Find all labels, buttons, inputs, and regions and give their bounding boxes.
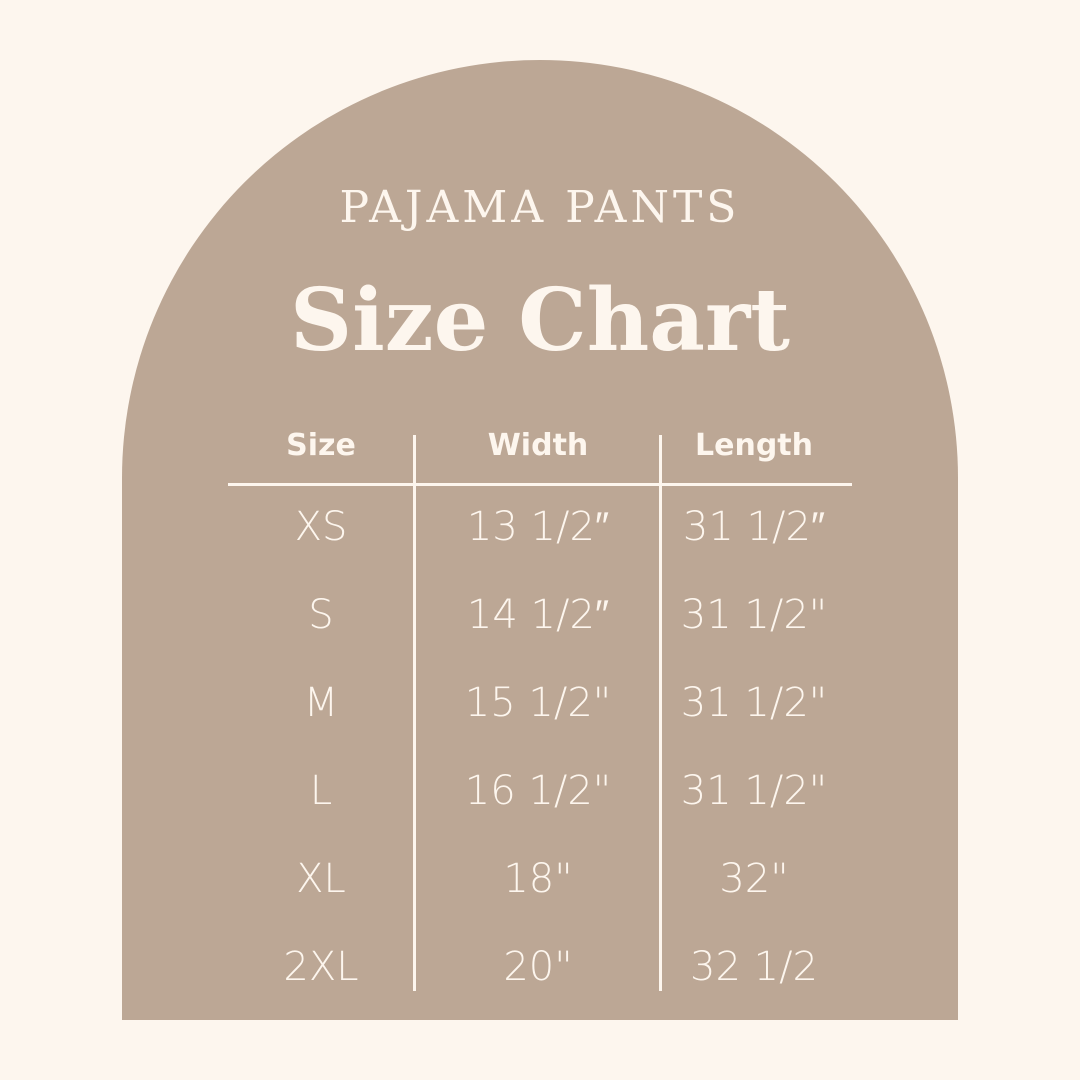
product-subtitle: PAJAMA PANTS xyxy=(339,182,741,233)
column-divider xyxy=(413,435,416,991)
table-cell-length: 31 1/2″ xyxy=(682,504,826,550)
table-cell-length: 32" xyxy=(719,856,789,902)
table-cell-length: 32 1/2 xyxy=(690,944,818,990)
table-cell-size: S xyxy=(308,592,334,638)
column-divider xyxy=(659,435,662,991)
table-cell-size: XS xyxy=(294,504,348,550)
table-cell-width: 14 1/2″ xyxy=(466,592,610,638)
header-length: Length xyxy=(695,428,813,463)
table-cell-width: 18" xyxy=(503,856,573,902)
table-cell-size: L xyxy=(309,768,333,814)
table-cell-length: 31 1/2" xyxy=(680,592,828,638)
table-cell-length: 31 1/2" xyxy=(680,680,828,726)
table-cell-width: 20" xyxy=(503,944,573,990)
table-cell-length: 31 1/2" xyxy=(680,768,828,814)
table-cell-size: XL xyxy=(296,856,346,902)
header-divider xyxy=(228,483,852,486)
page-title: Size Chart xyxy=(289,270,790,371)
table-cell-width: 15 1/2" xyxy=(464,680,612,726)
arch-background xyxy=(122,60,958,1020)
table-cell-width: 13 1/2″ xyxy=(466,504,610,550)
header-size: Size xyxy=(286,428,356,463)
table-cell-width: 16 1/2" xyxy=(464,768,612,814)
header-width: Width xyxy=(487,428,589,463)
table-cell-size: M xyxy=(303,680,339,726)
table-cell-size: 2XL xyxy=(283,944,359,990)
